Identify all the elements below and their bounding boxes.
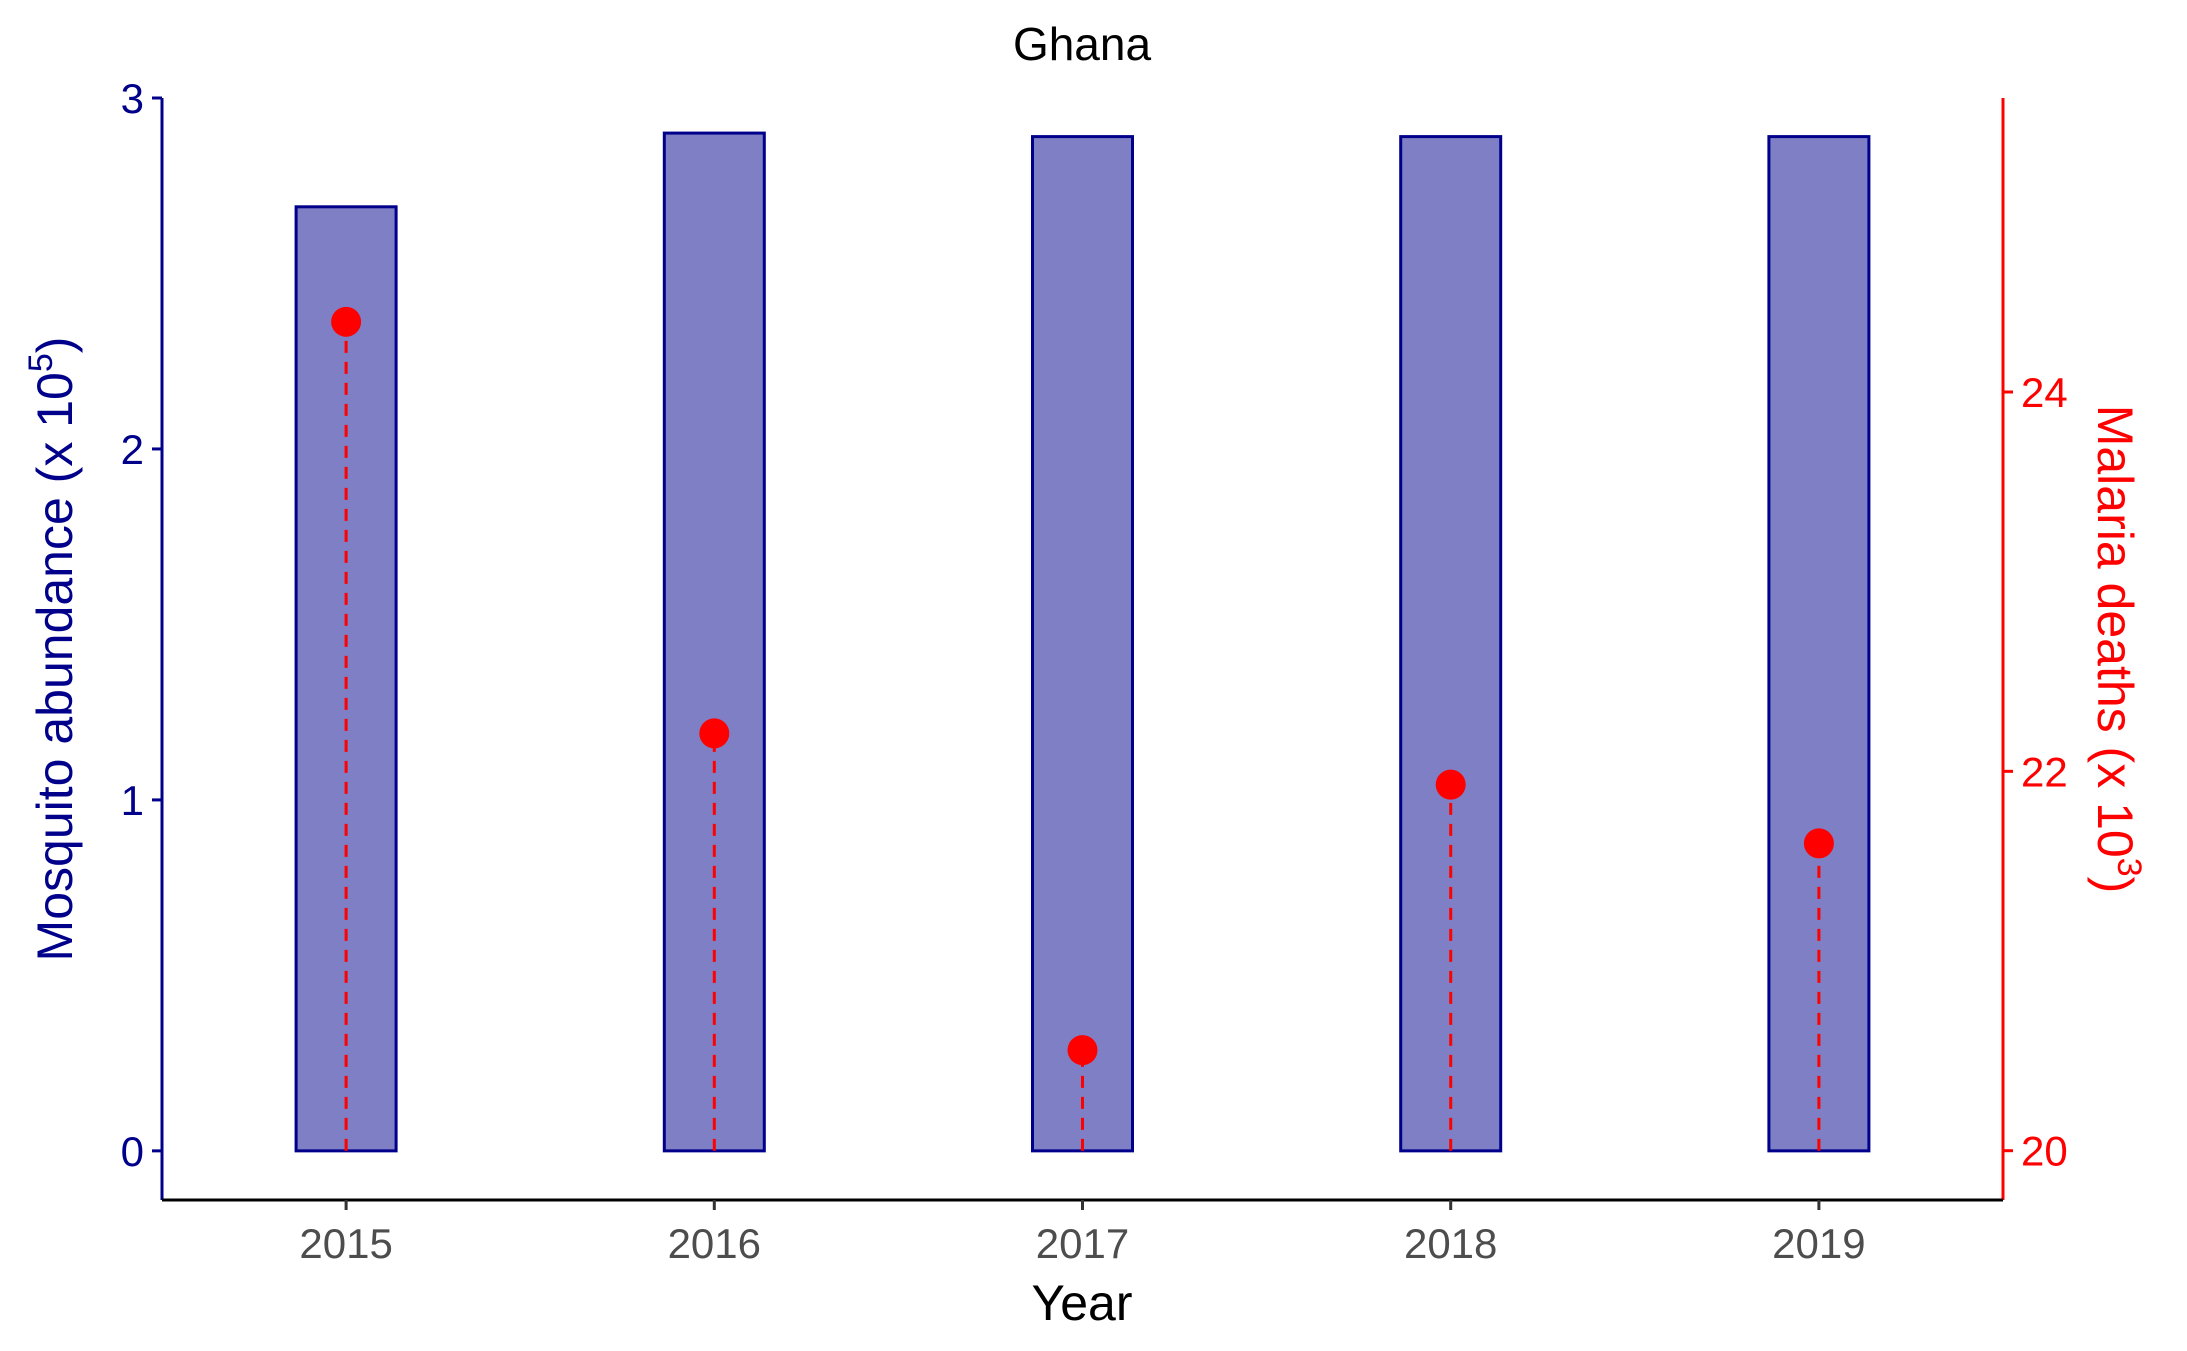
chart-marks: [294, 131, 1871, 1153]
x-tick-label-2015: 2015: [299, 1220, 392, 1267]
right-tick-label-24: 24: [2021, 369, 2068, 416]
left-tick-label-0: 0: [121, 1128, 144, 1175]
svg-text:Malaria deaths (x 103): Malaria deaths (x 103): [2087, 405, 2148, 894]
left-tick-label-3: 3: [121, 75, 144, 122]
lollipop-point-2017: [1067, 1035, 1098, 1066]
x-tick-label-2017: 2017: [1036, 1220, 1129, 1267]
left-tick-label-2: 2: [121, 426, 144, 473]
x-tick-label-2019: 2019: [1772, 1220, 1865, 1267]
chart-axes: 0 1 2 3 20 22 24 2015 2016 2017 2018 2019: [121, 75, 2068, 1267]
x-tick-label-2016: 2016: [668, 1220, 761, 1267]
x-tick-label-2018: 2018: [1404, 1220, 1497, 1267]
lollipop-point-2016: [699, 718, 730, 749]
lollipop-point-2019: [1803, 828, 1834, 859]
lollipop-point-2018: [1435, 769, 1466, 800]
right-tick-label-22: 22: [2021, 748, 2068, 795]
lollipop-point-2015: [331, 306, 362, 337]
left-tick-label-1: 1: [121, 777, 144, 824]
right-axis-title: Malaria deaths (x 103): [2087, 405, 2148, 894]
x-axis-title: Year: [1031, 1275, 1132, 1331]
left-axis-title: Mosquito abundance (x 105): [22, 337, 83, 962]
svg-text:Mosquito abundance (x 105): Mosquito abundance (x 105): [22, 337, 83, 962]
right-tick-label-20: 20: [2021, 1128, 2068, 1175]
bar-2017: [1031, 135, 1134, 1153]
chart-title: Ghana: [1013, 18, 1152, 70]
